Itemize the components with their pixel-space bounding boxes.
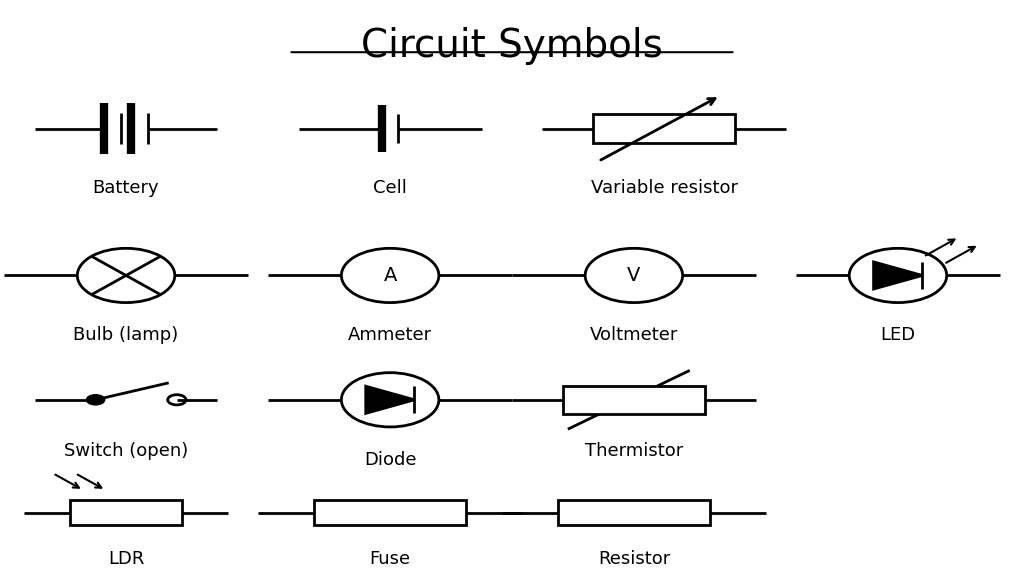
Text: Thermistor: Thermistor: [585, 442, 683, 460]
Text: Diode: Diode: [364, 450, 417, 469]
Text: V: V: [627, 266, 641, 285]
Text: Switch (open): Switch (open): [63, 442, 188, 460]
Text: LDR: LDR: [108, 550, 144, 567]
Text: Variable resistor: Variable resistor: [591, 179, 738, 198]
Bar: [593, 115, 735, 143]
Text: Circuit Symbols: Circuit Symbols: [361, 26, 663, 65]
Text: Fuse: Fuse: [370, 550, 411, 567]
Text: A: A: [383, 266, 397, 285]
Bar: [71, 501, 182, 525]
Text: Battery: Battery: [93, 179, 160, 198]
Polygon shape: [873, 262, 923, 289]
Circle shape: [86, 395, 104, 405]
Polygon shape: [366, 386, 415, 414]
Text: Resistor: Resistor: [598, 550, 670, 567]
Bar: [563, 386, 705, 414]
Text: LED: LED: [881, 327, 915, 344]
Text: Voltmeter: Voltmeter: [590, 327, 678, 344]
Bar: [558, 501, 710, 525]
Bar: [314, 501, 466, 525]
Text: Cell: Cell: [373, 179, 408, 198]
Text: Bulb (lamp): Bulb (lamp): [74, 327, 178, 344]
Text: Ammeter: Ammeter: [348, 327, 432, 344]
